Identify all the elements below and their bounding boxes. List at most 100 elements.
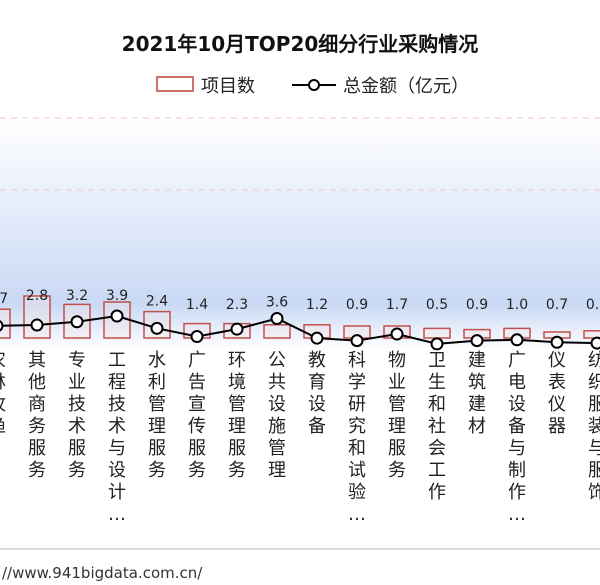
category-char: 管: [148, 394, 166, 415]
category-char: 宣: [188, 394, 206, 415]
category-char: 与: [108, 438, 126, 459]
category-char: 电: [508, 372, 526, 393]
legend-bar-label: 项目数: [201, 76, 255, 97]
category-char: 务: [28, 416, 46, 437]
category-char: 服: [188, 438, 206, 459]
category-char: 服: [588, 394, 600, 415]
bar-7: [263, 324, 291, 339]
legend: 项目数 总金额（亿元）: [156, 76, 469, 97]
category-char: 验: [348, 482, 366, 503]
category-char: 设: [268, 394, 286, 415]
category-char: 织: [588, 372, 600, 393]
category-char: 施: [268, 416, 286, 437]
category-char: 设: [508, 394, 526, 415]
category-char: 备: [508, 416, 526, 437]
category-char: 与: [588, 438, 600, 459]
category-char: 管: [388, 394, 406, 415]
category-char: 水: [148, 350, 166, 371]
data-label-10: 1.7: [386, 297, 408, 313]
category-char: 设: [108, 460, 126, 481]
legend-bar-swatch: [156, 76, 194, 92]
category-char: 科: [348, 350, 366, 371]
category-char: 广: [508, 350, 526, 371]
category-char: 技: [68, 394, 86, 415]
category-char: 管: [268, 438, 286, 459]
category-char: 公: [268, 350, 286, 371]
category-label-3: 工程技术与设计…: [108, 350, 126, 525]
category-char: 器: [548, 416, 566, 437]
plot-background: [0, 120, 600, 350]
line-point-9: [350, 334, 364, 348]
category-char: 服: [148, 438, 166, 459]
line-point-6: [230, 322, 244, 336]
category-char: 务: [68, 460, 86, 481]
category-char: 技: [108, 394, 126, 415]
category-char: 管: [228, 394, 246, 415]
footer-url: //www.941bigdata.com.cn/: [2, 564, 203, 582]
category-char: 务: [228, 460, 246, 481]
category-char: 试: [348, 460, 366, 481]
category-char: 理: [268, 460, 286, 481]
line-point-7: [270, 311, 284, 325]
category-char: 纺: [588, 350, 600, 371]
category-char: 环: [228, 350, 246, 371]
category-char: 仪: [548, 350, 566, 371]
data-label-1: 2.8: [26, 288, 48, 304]
category-char: 程: [108, 372, 126, 393]
category-char: 生: [428, 372, 446, 393]
line-point-13: [510, 333, 524, 347]
category-char: …: [108, 504, 126, 525]
category-char: 备: [308, 416, 326, 437]
gridlines: [0, 117, 600, 191]
category-char: 理: [228, 416, 246, 437]
category-char: 广: [188, 350, 206, 371]
line-point-8: [310, 331, 324, 345]
category-char: 告: [188, 372, 206, 393]
category-char: 业: [68, 372, 86, 393]
category-char: 业: [388, 372, 406, 393]
category-char: 服: [588, 460, 600, 481]
category-char: 传: [188, 416, 206, 437]
category-char: 作: [508, 482, 526, 503]
category-char: 作: [428, 482, 446, 503]
category-char: 装: [588, 416, 600, 437]
category-char: 其: [28, 350, 46, 371]
category-char: 境: [228, 372, 246, 393]
category-char: 和: [428, 394, 446, 415]
category-char: 究: [348, 416, 366, 437]
category-char: 理: [388, 416, 406, 437]
line-point-15: [590, 336, 600, 350]
category-char: 务: [388, 460, 406, 481]
category-char: 共: [268, 372, 286, 393]
data-label-3: 3.9: [106, 288, 128, 304]
data-label-14: 0.7: [546, 297, 568, 313]
data-label-7: 3.6: [266, 294, 288, 310]
category-char: 物: [388, 350, 406, 371]
category-char: 林: [0, 372, 6, 393]
data-label-12: 0.9: [466, 297, 488, 313]
category-char: 卫: [428, 350, 446, 371]
line-point-10: [390, 327, 404, 341]
legend-line-marker: [308, 79, 320, 91]
data-label-6: 2.3: [226, 297, 248, 313]
data-label-15: 0.6: [586, 297, 600, 313]
category-char: …: [348, 504, 366, 525]
category-char: 育: [308, 372, 326, 393]
amount-line: [0, 314, 598, 345]
category-char: 渔: [0, 416, 6, 437]
line-point-11: [430, 337, 444, 351]
legend-line-label: 总金额（亿元）: [343, 76, 469, 97]
category-char: 教: [308, 350, 326, 371]
data-label-0: 2.7: [0, 291, 8, 307]
category-label-0: 农林牧渔: [0, 350, 6, 437]
line-point-4: [150, 321, 164, 335]
